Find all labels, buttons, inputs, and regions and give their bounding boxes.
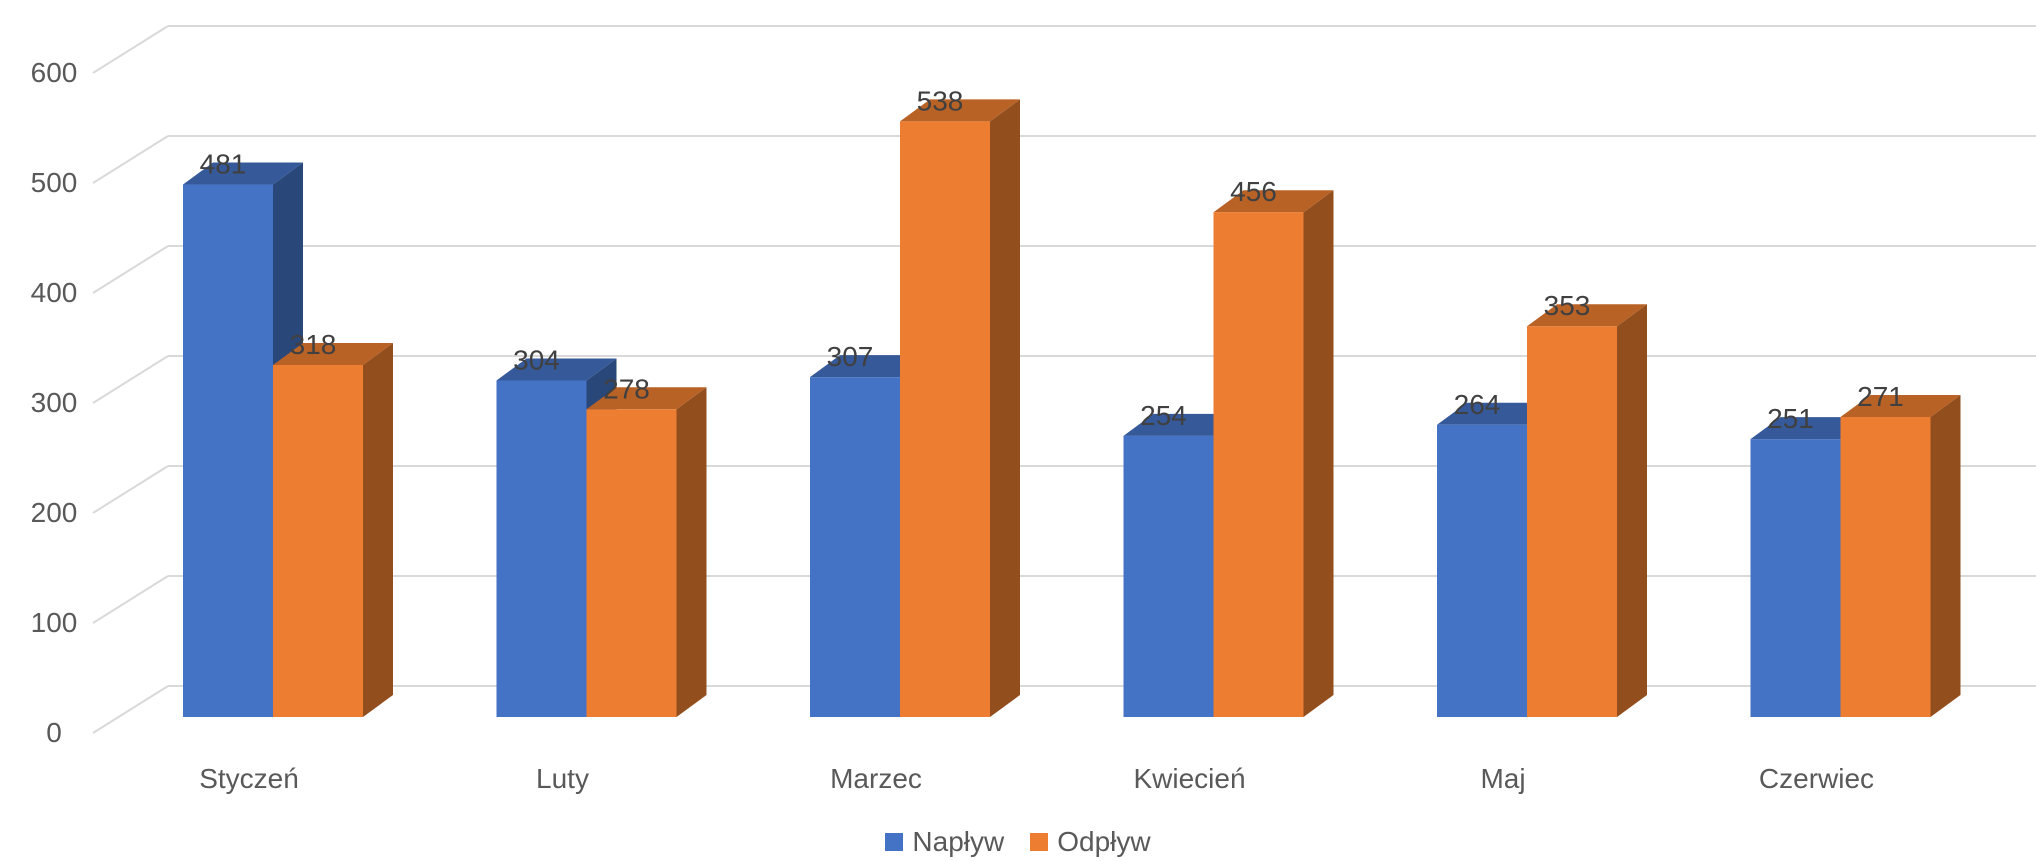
bar-top [1840, 395, 1961, 418]
gridline-diagonal [92, 685, 169, 734]
data-label: 538 [917, 85, 964, 116]
data-label: 251 [1767, 403, 1814, 434]
legend-item-odpływ: Odpływ [1030, 826, 1151, 858]
data-label: 481 [200, 149, 247, 180]
y-tick-label: 600 [31, 57, 78, 88]
bar-napływ [1437, 424, 1527, 717]
bar-odpływ [1527, 326, 1617, 717]
gridline-diagonal [92, 575, 169, 624]
bar-odpływ [273, 364, 363, 717]
x-tick-label: Luty [536, 763, 589, 794]
legend-label: Napływ [912, 826, 1005, 857]
bar-odpływ [1840, 417, 1931, 717]
gridline-diagonal [92, 135, 169, 184]
chart-legend: Napływ Odpływ [0, 826, 2036, 858]
bar-side [990, 99, 1020, 717]
data-label: 271 [1857, 381, 1904, 412]
data-label: 304 [513, 344, 560, 375]
bar-top [1213, 190, 1334, 213]
y-tick-label: 100 [31, 607, 78, 638]
y-tick-label: 200 [31, 497, 78, 528]
data-label: 278 [603, 373, 650, 404]
bar-side [1303, 190, 1334, 717]
bar-top [496, 358, 617, 381]
legend-item-napływ: Napływ [885, 826, 1004, 858]
gridline-diagonal [92, 465, 169, 514]
bar-odpływ [900, 121, 990, 717]
bar-top [900, 99, 1020, 122]
bar-side [676, 387, 707, 717]
data-label: 456 [1230, 176, 1277, 207]
bar-top [1527, 304, 1647, 327]
bar-napływ [183, 184, 273, 717]
bar-side [363, 342, 393, 717]
gridline-diagonal [92, 245, 169, 294]
legend-label: Odpływ [1057, 826, 1151, 857]
bar-top [183, 162, 303, 185]
legend-swatch [885, 833, 904, 851]
gridline-diagonal [92, 355, 169, 404]
chart-plot: 0 100 200 300 400 500 600 481 318 Styczeń 304 278 Lu… [31, 25, 2036, 794]
x-tick-label: Maj [1480, 763, 1525, 794]
data-label: 318 [290, 329, 337, 360]
y-tick-label: 400 [31, 277, 78, 308]
y-tick-label: 500 [31, 167, 78, 198]
data-label: 264 [1454, 389, 1501, 420]
bar-napływ [1750, 439, 1841, 717]
x-tick-label: Marzec [830, 763, 922, 794]
y-tick-label: 300 [31, 387, 78, 418]
bar-napływ [810, 377, 900, 717]
data-label: 254 [1140, 400, 1187, 431]
bar-napływ [496, 380, 587, 717]
bar-odpływ [586, 409, 677, 717]
bar-top [273, 342, 393, 365]
data-label: 353 [1544, 290, 1591, 321]
bar-top [586, 387, 707, 410]
bar-napływ [1123, 435, 1214, 717]
x-tick-label: Kwiecień [1133, 763, 1245, 794]
data-label: 307 [827, 341, 874, 372]
legend-swatch [1030, 833, 1049, 851]
bar-side [1930, 395, 1961, 717]
bar-odpływ [1213, 212, 1304, 717]
gridline-diagonal [92, 25, 169, 74]
bar-side [1617, 304, 1647, 717]
x-tick-label: Czerwiec [1759, 763, 1874, 794]
x-tick-label: Styczeń [199, 763, 299, 794]
y-tick-label: 0 [46, 717, 62, 748]
